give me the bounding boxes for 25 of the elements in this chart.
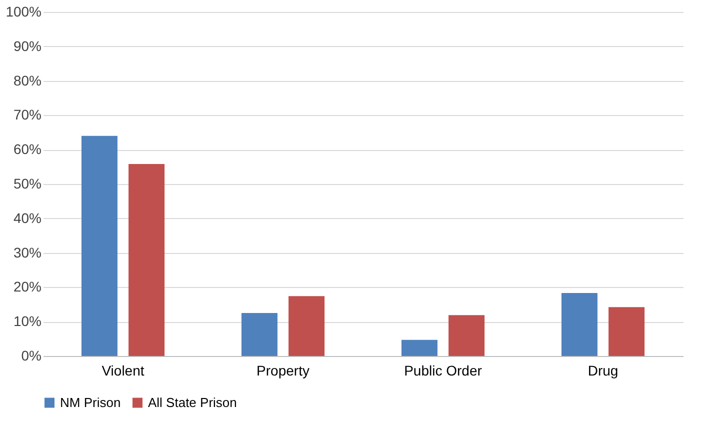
y-tick-label: 40% (13, 210, 42, 226)
x-tick-label: Public Order (404, 362, 482, 378)
y-tick-label: 50% (13, 176, 42, 192)
y-tick-label: 80% (13, 72, 42, 88)
y-tick-label: 70% (13, 106, 42, 123)
bar (81, 136, 118, 356)
x-tick-label: Property (256, 362, 310, 378)
y-tick-label: 90% (13, 38, 42, 54)
bar (128, 164, 165, 356)
legend-label: NM Prison (60, 394, 121, 410)
bar (561, 293, 598, 356)
legend-label: All State Prison (148, 394, 237, 410)
y-tick-label: 60% (13, 141, 42, 158)
y-tick-label: 20% (13, 278, 42, 295)
x-tick-label: Violent (102, 362, 144, 378)
y-tick-label: 0% (21, 348, 42, 364)
bar (401, 340, 438, 356)
y-tick-label: 30% (13, 244, 42, 260)
bar (448, 315, 485, 356)
bar (241, 313, 278, 356)
bar (288, 296, 325, 356)
x-tick-label: Drug (588, 362, 618, 378)
y-tick-label: 10% (13, 313, 42, 330)
bar (608, 307, 645, 356)
y-tick-label: 100% (6, 4, 42, 20)
